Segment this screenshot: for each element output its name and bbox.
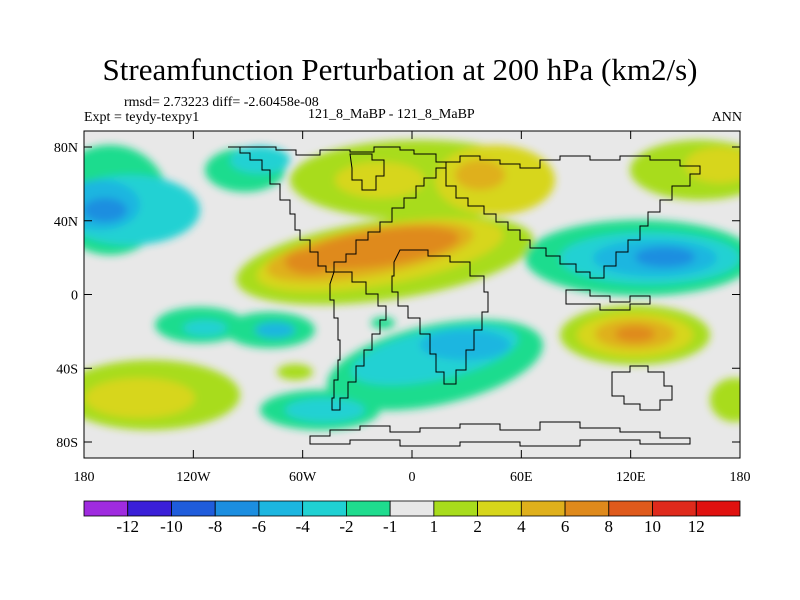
contour-fields xyxy=(84,140,740,430)
case-label: 121_8_MaBP - 121_8_MaBP xyxy=(308,107,475,122)
coastline-indonesia xyxy=(565,289,651,311)
contour-region xyxy=(420,330,510,360)
colorbar-label: 2 xyxy=(473,517,482,536)
coastline-greenland xyxy=(349,153,385,191)
coastline-north-america xyxy=(228,146,447,273)
contour-region xyxy=(84,198,127,222)
x-tick-label: 180 xyxy=(74,470,95,485)
contour-region xyxy=(255,322,295,338)
x-tick-label: 120E xyxy=(616,470,646,485)
y-tick-label: 40S xyxy=(56,362,78,377)
colorbar-swatch xyxy=(433,500,479,517)
experiment-label: Expt = teydy-texpy1 xyxy=(84,110,200,125)
colorbar-label: 1 xyxy=(430,517,439,536)
colorbar-swatch xyxy=(520,500,566,517)
x-tick-label: 0 xyxy=(409,470,416,485)
colorbar-swatch xyxy=(564,500,610,517)
colorbar-swatch xyxy=(127,500,172,517)
contour-region xyxy=(277,364,313,380)
colorbar-label: -12 xyxy=(116,517,139,536)
contour-region xyxy=(335,162,425,198)
colorbar-label: 12 xyxy=(688,517,705,536)
contour-region xyxy=(635,247,695,267)
y-tick-label: 0 xyxy=(71,289,78,304)
contour-region xyxy=(183,320,227,336)
colorbar-swatch xyxy=(171,500,216,517)
colorbar-swatch xyxy=(214,500,260,517)
colorbar-swatch xyxy=(345,500,391,517)
x-tick-label: 60W xyxy=(289,470,317,485)
chart-title: Streamfunction Perturbation at 200 hPa (… xyxy=(102,52,698,87)
colorbar-label: -1 xyxy=(383,517,397,536)
colorbar-swatch xyxy=(477,500,522,517)
colorbar-swatch xyxy=(652,500,697,517)
colorbar-label: -8 xyxy=(208,517,222,536)
contour-region xyxy=(371,317,395,329)
colorbar-label: -4 xyxy=(296,517,311,536)
stats-text: rmsd= 2.73223 diff= -2.60458e-08 xyxy=(124,95,319,110)
colorbar-label: 10 xyxy=(644,517,661,536)
colorbar-swatch xyxy=(83,500,129,517)
colorbar-label: -2 xyxy=(339,517,353,536)
contour-region xyxy=(300,226,460,270)
y-tick-label: 80N xyxy=(54,141,78,156)
coastline-australia xyxy=(611,365,673,411)
contour-region xyxy=(455,160,505,190)
contour-region xyxy=(85,378,195,418)
colorbar-swatch xyxy=(389,500,435,517)
colorbar-swatch xyxy=(695,500,741,517)
coastline-south-america xyxy=(329,271,387,411)
coastline-eurasia xyxy=(445,155,701,279)
colorbar-label: -10 xyxy=(160,517,183,536)
colorbar-label: -6 xyxy=(252,517,266,536)
colorbar-label: 8 xyxy=(605,517,614,536)
coastlines xyxy=(228,146,701,447)
colorbar-swatch xyxy=(608,500,653,517)
y-axis: 80N 40N 0 40S 80S xyxy=(54,141,740,451)
x-tick-label: 180 xyxy=(730,470,751,485)
x-tick-label: 60E xyxy=(510,470,533,485)
contour-region xyxy=(685,147,740,183)
y-tick-label: 40N xyxy=(54,215,78,230)
colorbar-swatch xyxy=(258,500,304,517)
coastline-africa xyxy=(391,249,489,385)
colorbar-swatch xyxy=(302,500,347,517)
y-tick-label: 80S xyxy=(56,436,78,451)
contour-region xyxy=(710,378,740,422)
x-axis: 180 120W 60W 0 60E 120E 180 xyxy=(74,131,751,485)
period-label: ANN xyxy=(711,110,742,125)
colorbar: -12 -10 -8 -6 -4 -2 -1 1 2 4 6 8 10 12 xyxy=(83,500,741,536)
contour-region xyxy=(285,398,365,422)
coastline-antarctica xyxy=(309,421,691,447)
contour-region xyxy=(615,326,655,342)
x-tick-label: 120W xyxy=(176,470,211,485)
colorbar-label: 4 xyxy=(517,517,526,536)
contour-region xyxy=(285,250,335,274)
colorbar-label: 6 xyxy=(561,517,570,536)
